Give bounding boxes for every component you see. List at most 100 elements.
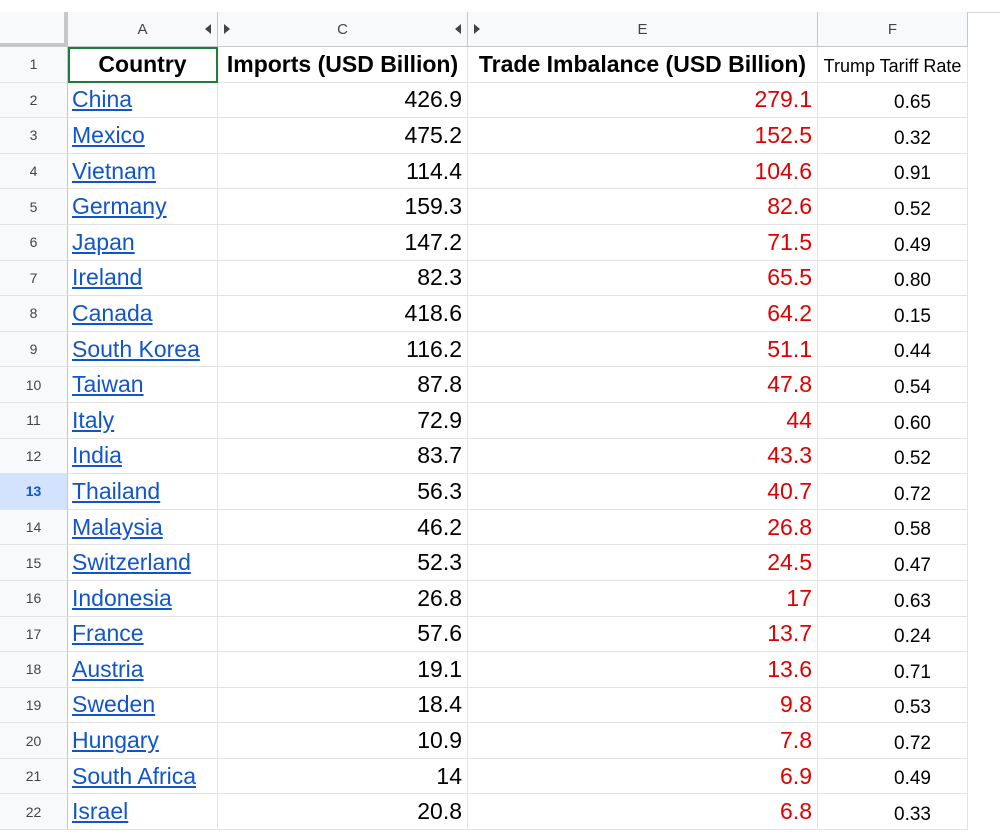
trade-imbalance-cell[interactable]: 64.2 (468, 296, 818, 332)
country-link[interactable]: Canada (68, 296, 218, 332)
row-number[interactable]: 14 (0, 509, 68, 546)
country-link[interactable]: Hungary (68, 723, 218, 759)
trade-imbalance-cell[interactable]: 43.3 (468, 438, 818, 475)
tariff-rate-cell[interactable]: 0.15 (818, 296, 968, 332)
country-link[interactable]: Taiwan (68, 367, 218, 403)
imports-cell[interactable]: 475.2 (218, 118, 468, 154)
tariff-rate-cell[interactable]: 0.32 (818, 118, 968, 154)
tariff-rate-cell[interactable]: 0.71 (818, 652, 968, 688)
trade-imbalance-cell[interactable]: 9.8 (468, 687, 818, 724)
country-link[interactable]: China (68, 82, 218, 119)
imports-cell[interactable]: 72.9 (218, 402, 468, 439)
row-number[interactable]: 9 (0, 331, 68, 368)
country-link[interactable]: Israel (68, 794, 218, 831)
imports-cell[interactable]: 26.8 (218, 580, 468, 617)
tariff-rate-cell[interactable]: 0.54 (818, 367, 968, 403)
row-number[interactable]: 18 (0, 652, 68, 688)
trade-imbalance-cell[interactable]: 17 (468, 580, 818, 617)
trade-imbalance-cell[interactable]: 152.5 (468, 118, 818, 154)
tariff-rate-cell[interactable]: 0.33 (818, 794, 968, 831)
select-all-corner[interactable] (0, 12, 68, 47)
imports-cell[interactable]: 18.4 (218, 687, 468, 724)
tariff-rate-cell[interactable]: 0.63 (818, 580, 968, 617)
imports-cell[interactable]: 52.3 (218, 545, 468, 581)
imports-cell[interactable]: 19.1 (218, 652, 468, 688)
row-number[interactable]: 17 (0, 616, 68, 653)
country-link[interactable]: South Korea (68, 331, 218, 368)
column-header-e[interactable]: E (468, 12, 818, 47)
trade-imbalance-cell[interactable]: 279.1 (468, 82, 818, 119)
row-number[interactable]: 3 (0, 118, 68, 154)
row-number[interactable]: 16 (0, 580, 68, 617)
trade-imbalance-cell[interactable]: 51.1 (468, 331, 818, 368)
country-link[interactable]: Malaysia (68, 509, 218, 546)
imports-cell[interactable]: 56.3 (218, 474, 468, 510)
row-number[interactable]: 15 (0, 545, 68, 581)
imports-cell[interactable]: 14 (218, 758, 468, 795)
imports-cell[interactable]: 82.3 (218, 260, 468, 297)
row-number[interactable]: 2 (0, 82, 68, 119)
trade-imbalance-cell[interactable]: 13.7 (468, 616, 818, 653)
row-number[interactable]: 19 (0, 687, 68, 724)
header-cell-imports[interactable]: Imports (USD Billion) (218, 47, 468, 83)
trade-imbalance-cell[interactable]: 40.7 (468, 474, 818, 510)
trade-imbalance-cell[interactable]: 44 (468, 402, 818, 439)
trade-imbalance-cell[interactable]: 47.8 (468, 367, 818, 403)
tariff-rate-cell[interactable]: 0.58 (818, 509, 968, 546)
column-header-c[interactable]: C (218, 12, 468, 47)
tariff-rate-cell[interactable]: 0.60 (818, 402, 968, 439)
tariff-rate-cell[interactable]: 0.72 (818, 474, 968, 510)
tariff-rate-cell[interactable]: 0.72 (818, 723, 968, 759)
imports-cell[interactable]: 426.9 (218, 82, 468, 119)
imports-cell[interactable]: 20.8 (218, 794, 468, 831)
imports-cell[interactable]: 159.3 (218, 189, 468, 225)
trade-imbalance-cell[interactable]: 6.8 (468, 794, 818, 831)
country-link[interactable]: Vietnam (68, 153, 218, 190)
trade-imbalance-cell[interactable]: 26.8 (468, 509, 818, 546)
country-link[interactable]: Sweden (68, 687, 218, 724)
imports-cell[interactable]: 83.7 (218, 438, 468, 475)
country-link[interactable]: Switzerland (68, 545, 218, 581)
header-cell-tariff-rate[interactable]: Trump Tariff Rate (818, 47, 968, 83)
imports-cell[interactable]: 87.8 (218, 367, 468, 403)
imports-cell[interactable]: 418.6 (218, 296, 468, 332)
imports-cell[interactable]: 114.4 (218, 153, 468, 190)
trade-imbalance-cell[interactable]: 6.9 (468, 758, 818, 795)
row-number[interactable]: 4 (0, 153, 68, 190)
trade-imbalance-cell[interactable]: 13.6 (468, 652, 818, 688)
row-number[interactable]: 5 (0, 189, 68, 225)
tariff-rate-cell[interactable]: 0.49 (818, 224, 968, 261)
country-link[interactable]: South Africa (68, 758, 218, 795)
imports-cell[interactable]: 147.2 (218, 224, 468, 261)
header-cell-country[interactable]: Country (68, 47, 218, 83)
expand-left-arrow-icon[interactable] (205, 24, 211, 34)
country-link[interactable]: Mexico (68, 118, 218, 154)
tariff-rate-cell[interactable]: 0.65 (818, 82, 968, 119)
trade-imbalance-cell[interactable]: 104.6 (468, 153, 818, 190)
tariff-rate-cell[interactable]: 0.47 (818, 545, 968, 581)
expand-right-arrow-icon[interactable] (474, 24, 480, 34)
imports-cell[interactable]: 57.6 (218, 616, 468, 653)
country-link[interactable]: Italy (68, 402, 218, 439)
row-number[interactable]: 21 (0, 758, 68, 795)
row-number[interactable]: 12 (0, 438, 68, 475)
imports-cell[interactable]: 116.2 (218, 331, 468, 368)
row-number[interactable]: 20 (0, 723, 68, 759)
tariff-rate-cell[interactable]: 0.52 (818, 438, 968, 475)
column-header-f[interactable]: F (818, 12, 968, 47)
row-number[interactable]: 6 (0, 224, 68, 261)
imports-cell[interactable]: 46.2 (218, 509, 468, 546)
row-number[interactable]: 13 (0, 474, 68, 510)
country-link[interactable]: Ireland (68, 260, 218, 297)
country-link[interactable]: France (68, 616, 218, 653)
trade-imbalance-cell[interactable]: 7.8 (468, 723, 818, 759)
country-link[interactable]: Indonesia (68, 580, 218, 617)
row-number[interactable]: 1 (0, 47, 68, 83)
row-number[interactable]: 22 (0, 794, 68, 831)
tariff-rate-cell[interactable]: 0.24 (818, 616, 968, 653)
trade-imbalance-cell[interactable]: 71.5 (468, 224, 818, 261)
column-header-a[interactable]: A (68, 12, 218, 47)
trade-imbalance-cell[interactable]: 82.6 (468, 189, 818, 225)
row-number[interactable]: 8 (0, 296, 68, 332)
tariff-rate-cell[interactable]: 0.44 (818, 331, 968, 368)
